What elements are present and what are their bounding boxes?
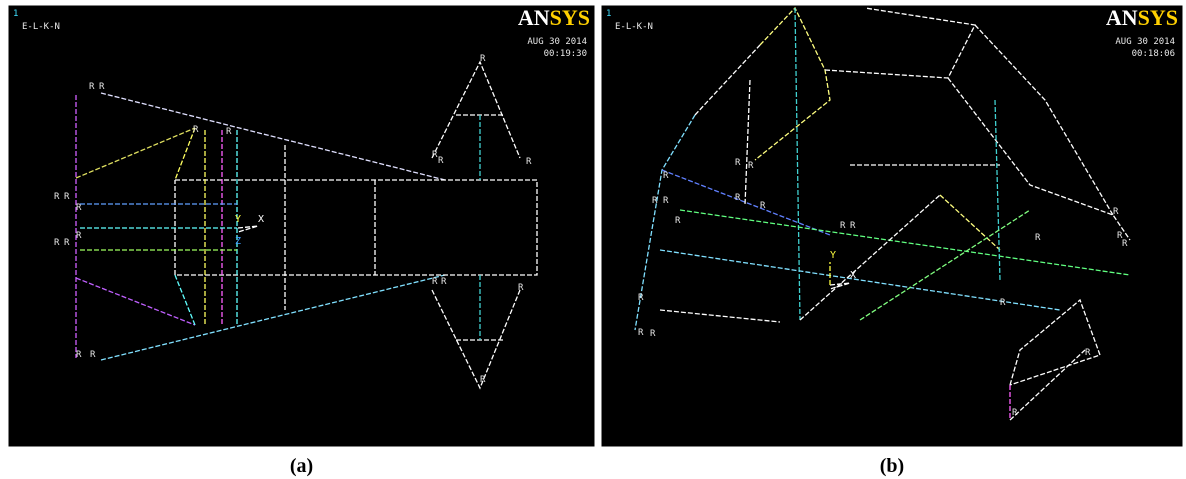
node-label: R — [193, 125, 199, 135]
node-label: R — [1122, 239, 1128, 249]
node-label: R — [840, 221, 846, 231]
node-label: R — [638, 328, 644, 338]
figure: 1E-L-K-NANSYSAUG 30 201400:19:30YXZRRRRR… — [0, 0, 1186, 479]
plot-label: E-L-K-N — [615, 22, 653, 32]
time: 00:18:06 — [1132, 49, 1175, 59]
node-label: R — [675, 216, 681, 226]
triad-label: Z — [235, 236, 241, 247]
node-label: R — [432, 277, 438, 287]
node-label: R — [441, 277, 447, 287]
plot-label: E-L-K-N — [22, 22, 60, 32]
node-label: R — [760, 201, 766, 211]
node-label: R — [89, 82, 95, 92]
logo-part: AN — [518, 5, 550, 30]
node-label: R — [735, 193, 741, 203]
logo: ANSYS — [518, 5, 590, 30]
node-label: R — [650, 329, 656, 339]
node-label: R — [1113, 207, 1119, 217]
node-label: R — [638, 293, 644, 303]
node-label: R — [226, 127, 232, 137]
caption: (b) — [880, 455, 904, 477]
triad-label: Y — [830, 250, 836, 261]
node-label: R — [90, 350, 96, 360]
node-label: R — [663, 196, 669, 206]
node-label: R — [480, 375, 486, 385]
date: AUG 30 2014 — [1115, 37, 1175, 47]
node-label: R — [76, 203, 82, 213]
node-label: R — [480, 54, 486, 64]
node-label: R — [64, 192, 70, 202]
logo-part: AN — [1106, 5, 1138, 30]
panel-b — [601, 5, 1183, 447]
node-label: R — [99, 82, 105, 92]
triad-label: X — [258, 214, 264, 225]
node-label: R — [1000, 298, 1006, 308]
panel-a — [8, 5, 595, 447]
node-label: R — [748, 161, 754, 171]
node-label: R — [652, 196, 658, 206]
node-label: R — [1012, 408, 1018, 418]
triad-label: Y — [235, 214, 241, 225]
node-label: R — [64, 238, 70, 248]
logo-part: SYS — [550, 5, 590, 30]
window-number: 1 — [13, 9, 18, 19]
date: AUG 30 2014 — [527, 37, 587, 47]
node-label: R — [76, 350, 82, 360]
time: 00:19:30 — [544, 49, 587, 59]
node-label: R — [663, 171, 669, 181]
node-label: R — [518, 283, 524, 293]
node-label: R — [526, 157, 532, 167]
node-label: R — [1085, 348, 1091, 358]
node-label: R — [1035, 233, 1041, 243]
node-label: R — [735, 158, 741, 168]
node-label: R — [850, 221, 856, 231]
node-label: R — [54, 238, 60, 248]
logo-part: SYS — [1138, 5, 1178, 30]
window-number: 1 — [606, 9, 611, 19]
node-label: R — [76, 231, 82, 241]
triad-label: X — [850, 270, 856, 281]
logo: ANSYS — [1106, 5, 1178, 30]
caption: (a) — [290, 455, 313, 477]
node-label: R — [54, 192, 60, 202]
node-label: R — [438, 156, 444, 166]
